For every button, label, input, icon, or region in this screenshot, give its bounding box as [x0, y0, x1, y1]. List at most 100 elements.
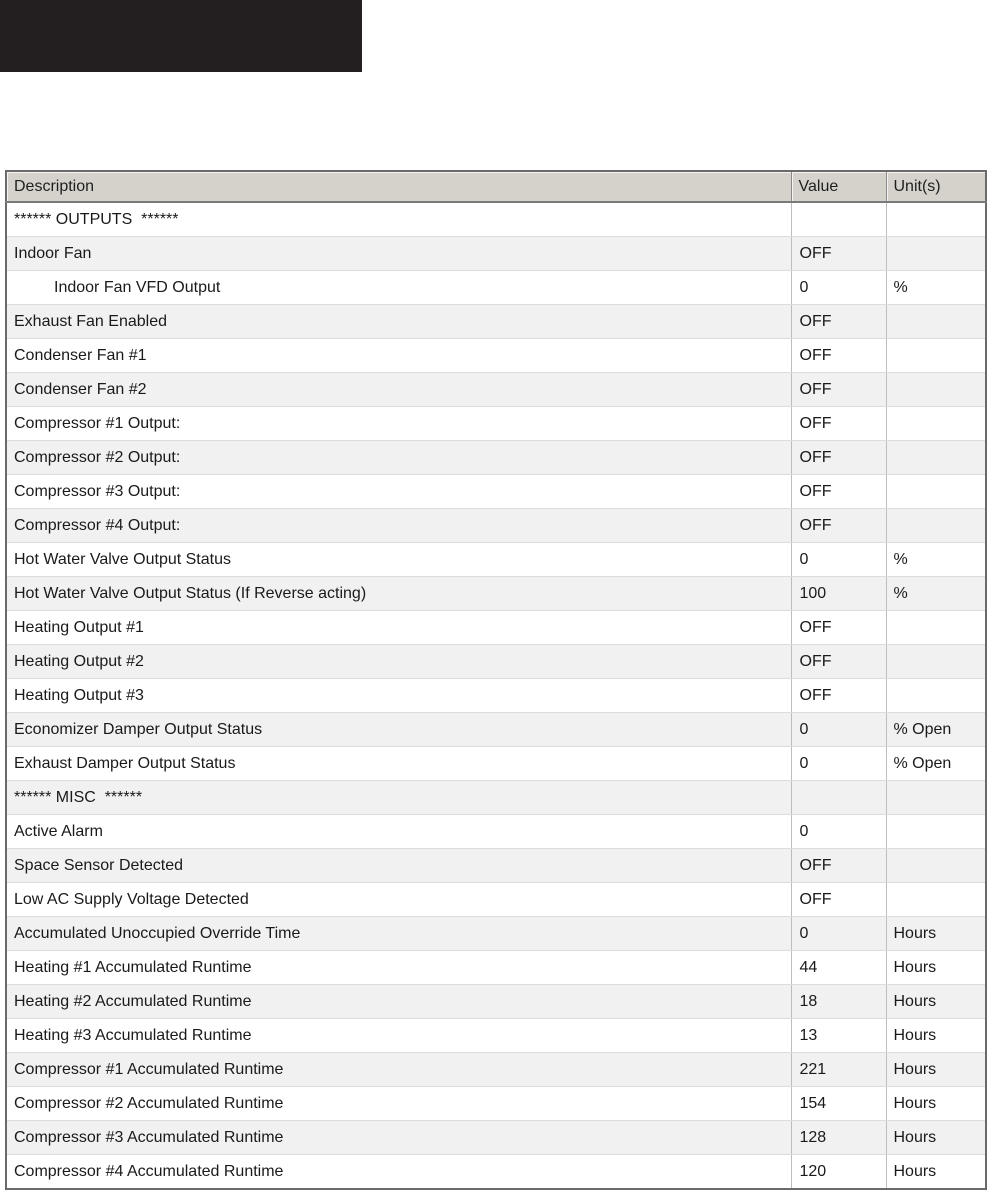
row-value: 0 [791, 746, 887, 781]
row-unit [886, 644, 986, 679]
row-description: Heating Output #1 [6, 610, 792, 645]
row-description: Accumulated Unoccupied Override Time [6, 916, 792, 951]
row-value: 154 [791, 1086, 887, 1121]
table-row[interactable]: ****** OUTPUTS ****** [6, 202, 986, 237]
redaction-block [0, 0, 362, 72]
table-row[interactable]: Condenser Fan #2 OFF [6, 372, 986, 407]
row-unit [886, 236, 986, 271]
row-unit [886, 508, 986, 543]
row-value: OFF [791, 678, 887, 713]
table-row[interactable]: Compressor #4 Output: OFF [6, 508, 986, 543]
table-row[interactable]: Low AC Supply Voltage Detected OFF [6, 882, 986, 917]
row-unit [886, 610, 986, 645]
table-row[interactable]: Heating #1 Accumulated Runtime 44 Hours [6, 950, 986, 985]
row-unit: Hours [886, 1018, 986, 1053]
table-row[interactable]: Exhaust Fan Enabled OFF [6, 304, 986, 339]
row-unit: % [886, 542, 986, 577]
table-row[interactable]: Indoor Fan VFD Output 0% [6, 270, 986, 305]
column-header-value[interactable]: Value [791, 171, 887, 203]
row-description: Indoor Fan [6, 236, 792, 271]
row-unit [886, 338, 986, 373]
row-description: Indoor Fan VFD Output [6, 270, 792, 305]
table-row[interactable]: Compressor #1 Output: OFF [6, 406, 986, 441]
column-header-description[interactable]: Description [6, 171, 792, 203]
row-value: 0 [791, 542, 887, 577]
row-unit: Hours [886, 1120, 986, 1155]
row-value: 120 [791, 1154, 887, 1190]
row-value: OFF [791, 848, 887, 883]
table-row[interactable]: Compressor #3 Accumulated Runtime 128 Hour… [6, 1120, 986, 1155]
row-description: Active Alarm [6, 814, 792, 849]
table-row[interactable]: Compressor #2 Output: OFF [6, 440, 986, 475]
row-description: Compressor #1 Output: [6, 406, 792, 441]
row-value: OFF [791, 236, 887, 271]
row-unit [886, 882, 986, 917]
table-row[interactable]: Hot Water Valve Output Status 0% [6, 542, 986, 577]
table-row[interactable]: Compressor #3 Output: OFF [6, 474, 986, 509]
row-description: Heating Output #2 [6, 644, 792, 679]
table-row[interactable]: Space Sensor Detected OFF [6, 848, 986, 883]
table-row[interactable]: Economizer Damper Output Status 0% Open [6, 712, 986, 747]
row-description: Heating #1 Accumulated Runtime [6, 950, 792, 985]
row-unit: % Open [886, 746, 986, 781]
table-row[interactable]: Compressor #1 Accumulated Runtime 221 Hour… [6, 1052, 986, 1087]
row-unit [886, 202, 986, 237]
row-description: Heating Output #3 [6, 678, 792, 713]
row-unit [886, 848, 986, 883]
table-row[interactable]: Exhaust Damper Output Status 0% Open [6, 746, 986, 781]
table-row[interactable]: Heating #3 Accumulated Runtime 13 Hours [6, 1018, 986, 1053]
row-value: 13 [791, 1018, 887, 1053]
row-description: Low AC Supply Voltage Detected [6, 882, 792, 917]
table-header: Description Value Unit(s) [6, 171, 986, 203]
row-value: 128 [791, 1120, 887, 1155]
row-description: Economizer Damper Output Status [6, 712, 792, 747]
row-unit [886, 304, 986, 339]
table-row[interactable]: Heating Output #3 OFF [6, 678, 986, 713]
row-description: Compressor #4 Accumulated Runtime [6, 1154, 792, 1190]
row-value: 18 [791, 984, 887, 1019]
row-value: OFF [791, 372, 887, 407]
row-unit: Hours [886, 916, 986, 951]
table-row[interactable]: Accumulated Unoccupied Override Time 0 Hou… [6, 916, 986, 951]
table-row[interactable]: Active Alarm 0 [6, 814, 986, 849]
row-unit: % Open [886, 712, 986, 747]
row-unit [886, 474, 986, 509]
table-row[interactable]: Compressor #2 Accumulated Runtime 154 Hour… [6, 1086, 986, 1121]
status-table: Description Value Unit(s) ****** OUTPUTS… [5, 170, 987, 1190]
row-description: Hot Water Valve Output Status (If Revers… [6, 576, 792, 611]
table-body: ****** OUTPUTS ****** Indoor Fan OFF Indoor… [6, 202, 986, 1190]
row-description: Space Sensor Detected [6, 848, 792, 883]
row-value: OFF [791, 474, 887, 509]
row-value: OFF [791, 508, 887, 543]
row-description: Exhaust Damper Output Status [6, 746, 792, 781]
row-unit [886, 372, 986, 407]
table-row[interactable]: Heating Output #2 OFF [6, 644, 986, 679]
row-description: Condenser Fan #2 [6, 372, 792, 407]
row-value: 44 [791, 950, 887, 985]
row-description: Compressor #2 Output: [6, 440, 792, 475]
row-value: 100 [791, 576, 887, 611]
row-description: Compressor #3 Accumulated Runtime [6, 1120, 792, 1155]
row-unit: Hours [886, 950, 986, 985]
table-row[interactable]: Heating #2 Accumulated Runtime 18 Hours [6, 984, 986, 1019]
table-row[interactable]: Hot Water Valve Output Status (If Revers… [6, 576, 986, 611]
row-value: 0 [791, 270, 887, 305]
row-description: Compressor #4 Output: [6, 508, 792, 543]
column-header-units[interactable]: Unit(s) [886, 171, 986, 203]
row-unit [886, 814, 986, 849]
row-description: Hot Water Valve Output Status [6, 542, 792, 577]
row-value: OFF [791, 610, 887, 645]
row-unit [886, 406, 986, 441]
table-row[interactable]: ****** MISC ****** [6, 780, 986, 815]
table-row[interactable]: Condenser Fan #1 OFF [6, 338, 986, 373]
row-value: OFF [791, 882, 887, 917]
row-unit: % [886, 270, 986, 305]
row-unit: Hours [886, 1052, 986, 1087]
header-row: Description Value Unit(s) [6, 171, 986, 203]
row-value: OFF [791, 304, 887, 339]
table-row[interactable]: Compressor #4 Accumulated Runtime 120 Hour… [6, 1154, 986, 1190]
table-row[interactable]: Indoor Fan OFF [6, 236, 986, 271]
table-row[interactable]: Heating Output #1 OFF [6, 610, 986, 645]
row-unit: Hours [886, 1154, 986, 1190]
